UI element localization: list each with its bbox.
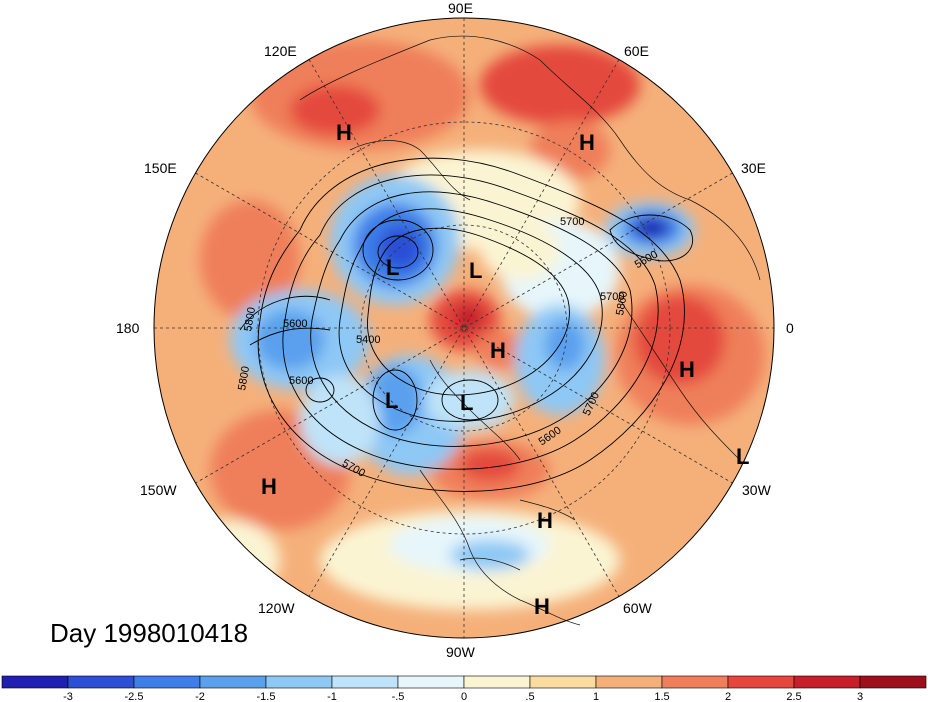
low-pressure-marker: L <box>736 444 749 469</box>
low-pressure-marker: L <box>469 258 482 283</box>
lon-label-0: 0 <box>786 320 794 336</box>
contour-label: 5700 <box>560 216 584 228</box>
lon-label-150w: 150W <box>140 482 177 498</box>
contour-label: 5600 <box>283 318 307 330</box>
colorbar-tick-label: 0 <box>461 691 467 702</box>
colorbar-swatch <box>793 675 861 689</box>
colorbar-tick-label: 2 <box>725 691 731 702</box>
coastlines <box>299 35 761 626</box>
colorbar-tick-label: -2.5 <box>125 691 144 702</box>
high-pressure-marker: H <box>679 357 695 382</box>
lon-label-60e: 60E <box>624 43 649 59</box>
low-pressure-marker: L <box>460 390 473 415</box>
high-pressure-marker: H <box>534 594 550 619</box>
high-pressure-marker: H <box>537 508 553 533</box>
contour-label: 5800 <box>236 365 252 391</box>
colorbar-tick-label: .5 <box>525 691 534 702</box>
lon-label-90w: 90W <box>446 644 476 660</box>
map-boundary <box>153 17 775 639</box>
colorbar-ticks: -3 -2.5 -2 -1.5 -1 -.5 0 .5 1 1.5 2 2.5 3 <box>63 691 863 702</box>
lon-label-120w: 120W <box>258 600 295 616</box>
colorbar-swatch <box>133 675 201 689</box>
contour-label: 5400 <box>356 334 380 346</box>
lon-label-60w: 60W <box>623 600 653 616</box>
colorbar-swatch <box>859 675 927 689</box>
anomaly-field <box>154 18 774 638</box>
colorbar-tick-label: 1.5 <box>654 691 669 702</box>
contour-label: 5800 <box>242 306 258 332</box>
colorbar-swatch <box>529 675 597 689</box>
contour-label: 5800 <box>614 290 630 316</box>
high-pressure-marker: H <box>336 120 352 145</box>
colorbar-tick-label: -2 <box>195 691 205 702</box>
colorbar-swatch <box>265 675 333 689</box>
pressure-centers: H H L L H H L L H L H H <box>261 120 749 619</box>
colorbar-tick-label: -1 <box>327 691 337 702</box>
colorbar-swatch <box>331 675 399 689</box>
colorbar-swatch <box>67 675 135 689</box>
height-contours <box>239 157 693 492</box>
polar-map: 5400 5600 5600 5800 5800 5600 5700 5700 … <box>116 0 794 660</box>
lon-label-150e: 150E <box>144 160 177 176</box>
colorbar-tick-label: -3 <box>63 691 73 702</box>
high-pressure-marker: H <box>579 130 595 155</box>
low-pressure-marker: L <box>386 255 399 280</box>
colorbar-swatch <box>661 675 729 689</box>
longitude-labels: 90E 60E 120E 30E 150E 0 180 30W 150W 60W… <box>116 0 794 660</box>
colorbar-swatch <box>595 675 663 689</box>
high-pressure-marker: H <box>490 338 506 363</box>
lon-label-30e: 30E <box>741 160 766 176</box>
colorbar-boxes <box>1 675 927 689</box>
colorbar-swatch <box>199 675 267 689</box>
low-pressure-marker: L <box>385 388 398 413</box>
colorbar-swatch <box>1 675 69 689</box>
lon-label-30w: 30W <box>742 482 772 498</box>
map-title: Day 1998010418 <box>50 618 249 648</box>
colorbar-tick-label: -1.5 <box>257 691 276 702</box>
lon-label-90e: 90E <box>448 0 473 16</box>
lon-label-180: 180 <box>116 320 140 336</box>
colorbar-tick-label: 3 <box>857 691 863 702</box>
colorbar: -3 -2.5 -2 -1.5 -1 -.5 0 .5 1 1.5 2 2.5 3 <box>1 675 927 702</box>
contour-label: 5600 <box>289 375 313 387</box>
lon-label-120e: 120E <box>264 43 297 59</box>
colorbar-swatch <box>397 675 465 689</box>
colorbar-tick-label: -.5 <box>392 691 405 702</box>
colorbar-tick-label: 1 <box>593 691 599 702</box>
high-pressure-marker: H <box>261 474 277 499</box>
colorbar-swatch <box>463 675 531 689</box>
colorbar-tick-label: 2.5 <box>786 691 801 702</box>
colorbar-swatch <box>727 675 795 689</box>
contour-label: 5700 <box>600 291 624 303</box>
